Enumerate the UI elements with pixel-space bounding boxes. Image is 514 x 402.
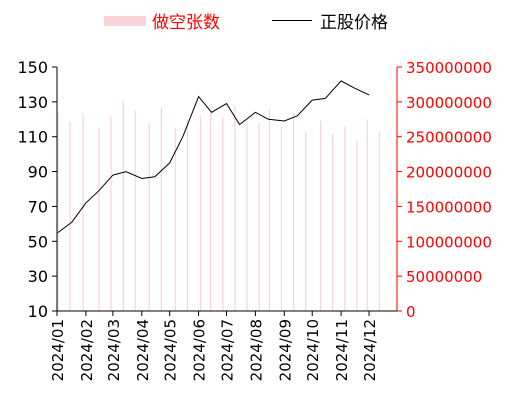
- bar: [293, 113, 295, 311]
- price-line: [57, 80, 370, 234]
- bar: [332, 133, 334, 311]
- bar: [57, 112, 59, 311]
- bar: [134, 110, 136, 311]
- bar: [210, 110, 212, 311]
- right-tick-label: 50000000: [406, 268, 482, 286]
- x-tick-label: 2024/01: [49, 319, 67, 381]
- right-tick-label: 250000000: [406, 129, 492, 147]
- tick-labels: 10 30 50 70 90 110 130 150 0 50000000 100000000 150…: [17, 58, 491, 381]
- bar: [268, 108, 270, 311]
- left-tick-label: 10: [28, 302, 48, 321]
- bar: [98, 128, 100, 311]
- right-tick-label: 0: [406, 303, 416, 321]
- x-tick-label: 2024/11: [333, 319, 351, 381]
- bar: [258, 122, 260, 312]
- x-tick-label: 2024/06: [191, 319, 209, 381]
- legend-label-short: 做空张数: [152, 13, 220, 33]
- axes: [52, 66, 402, 316]
- x-tick-label: 2024/10: [304, 319, 322, 381]
- bar: [366, 119, 368, 312]
- bar: [160, 107, 162, 311]
- right-tick-label: 200000000: [406, 164, 492, 182]
- x-tick-label: 2024/09: [276, 319, 294, 381]
- x-tick-label: 2024/03: [105, 319, 123, 381]
- bar: [186, 120, 189, 312]
- legend-item-short: 做空张数: [104, 8, 220, 33]
- x-tick-label: 2024/08: [247, 319, 265, 381]
- bar: [122, 100, 124, 311]
- x-tick-label: 2024/05: [162, 319, 180, 381]
- bar: [344, 126, 346, 311]
- x-tick-label: 2024/07: [219, 319, 237, 381]
- bar: [356, 140, 358, 311]
- legend-item-price: 正股价格: [272, 8, 388, 33]
- bar: [174, 128, 176, 311]
- left-tick-label: 130: [17, 93, 48, 112]
- legend-swatch-price: [272, 20, 312, 21]
- legend-label-price: 正股价格: [320, 13, 388, 33]
- right-tick-label: 350000000: [406, 59, 492, 77]
- left-tick-label: 150: [17, 58, 48, 77]
- bar-series: [57, 100, 398, 312]
- bar: [199, 115, 202, 311]
- left-tick-label: 90: [28, 163, 48, 182]
- bar: [246, 119, 248, 312]
- x-tick-label: 2024/02: [78, 319, 96, 381]
- legend-swatch-short: [104, 15, 146, 26]
- right-tick-label: 300000000: [406, 94, 492, 112]
- bar: [280, 126, 283, 311]
- bar: [305, 131, 307, 311]
- left-tick-label: 110: [17, 128, 48, 147]
- right-tick-label: 100000000: [406, 233, 492, 251]
- bar: [234, 106, 236, 311]
- right-tick-label: 150000000: [406, 198, 492, 216]
- bar: [320, 120, 322, 312]
- bar: [378, 131, 380, 311]
- legend: 做空张数 正股价格: [0, 8, 514, 34]
- x-tick-label: 2024/12: [361, 319, 379, 381]
- line-series: [57, 80, 370, 234]
- x-tick-label: 2024/04: [134, 319, 152, 381]
- bar: [69, 122, 71, 312]
- bar: [110, 116, 112, 311]
- bar: [222, 117, 224, 312]
- left-tick-label: 30: [28, 267, 48, 286]
- bar: [82, 113, 84, 311]
- left-tick-label: 70: [28, 197, 48, 216]
- bar: [148, 122, 150, 312]
- left-tick-label: 50: [28, 232, 48, 251]
